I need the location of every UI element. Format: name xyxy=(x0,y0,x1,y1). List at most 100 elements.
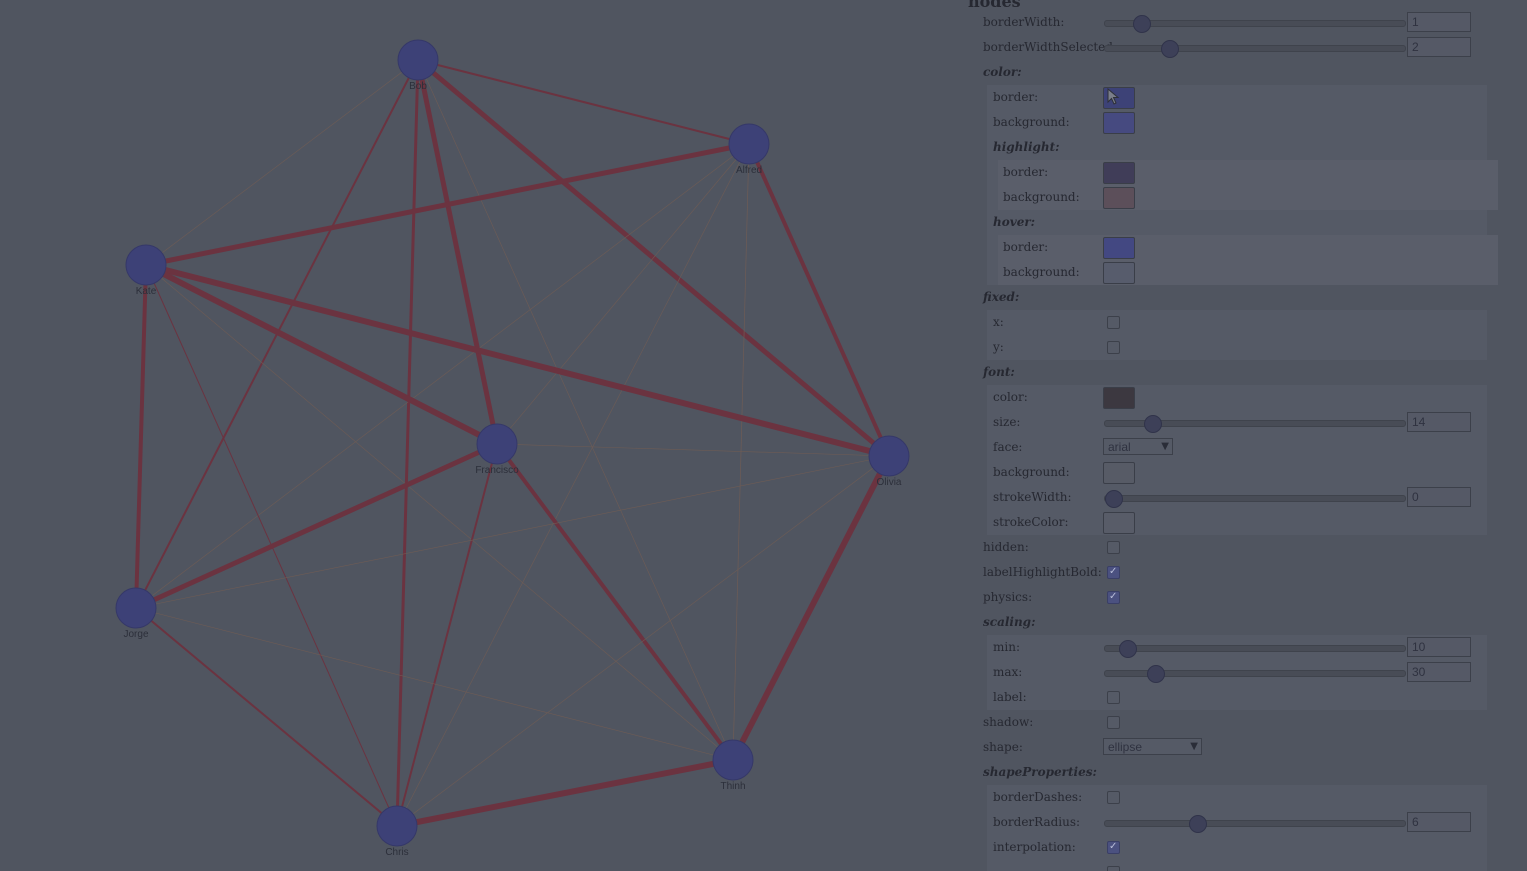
network-svg[interactable]: Bob Alfred Kate Francisco Olivia Jorge Thinh Ch… xyxy=(0,0,960,871)
network-canvas[interactable]: Bob Alfred Kate Francisco Olivia Jorge Thinh Ch… xyxy=(0,0,960,871)
edge-alfred-thinh[interactable] xyxy=(732,143,750,761)
edge-francisco-olivia[interactable] xyxy=(496,443,890,457)
edge-jorge-chris[interactable] xyxy=(135,607,398,827)
edge-thinh-chris[interactable] xyxy=(396,757,734,829)
next-option-checkbox[interactable] xyxy=(1107,866,1120,871)
highlight-background-swatch[interactable] xyxy=(1103,187,1135,209)
border-width-slider[interactable] xyxy=(1104,15,1406,33)
shadow-checkbox[interactable] xyxy=(1107,716,1120,729)
hidden-checkbox[interactable] xyxy=(1107,541,1120,554)
row-fixed-x: x: xyxy=(962,310,1527,335)
border-radius-slider-thumb[interactable] xyxy=(1189,815,1207,833)
font-face-label: face: xyxy=(993,440,1023,454)
node-kate[interactable] xyxy=(125,244,167,286)
highlight-border-swatch[interactable] xyxy=(1103,162,1135,184)
node-chris[interactable] xyxy=(376,805,418,847)
edge-alfred-chris[interactable] xyxy=(396,143,750,827)
edge-alfred-olivia[interactable] xyxy=(747,143,891,457)
border-width-input[interactable]: 1 xyxy=(1407,12,1471,32)
font-color-swatch[interactable] xyxy=(1103,387,1135,409)
font-stroke-color-swatch[interactable] xyxy=(1103,512,1135,534)
edge-bob-francisco[interactable] xyxy=(415,59,500,445)
color-border-label: border: xyxy=(993,90,1039,104)
scaling-min-slider-thumb[interactable] xyxy=(1119,640,1137,658)
scaling-min-input[interactable]: 10 xyxy=(1407,637,1471,657)
font-size-slider[interactable] xyxy=(1104,415,1406,433)
fixed-y-checkbox[interactable] xyxy=(1107,341,1120,354)
fixed-group-title: fixed: xyxy=(983,290,1020,304)
row-font-stroke-color: strokeColor: xyxy=(962,510,1527,535)
row-font-face: face: arial ▼ xyxy=(962,435,1527,460)
hover-border-swatch[interactable] xyxy=(1103,237,1135,259)
edge-bob-thinh[interactable] xyxy=(417,59,734,761)
fixed-group-bg xyxy=(987,310,1487,360)
edge-alfred-kate[interactable] xyxy=(145,141,750,268)
font-group-bg xyxy=(987,385,1487,535)
edge-alfred-francisco[interactable] xyxy=(496,143,750,445)
font-color-label: color: xyxy=(993,390,1028,404)
node-bob[interactable] xyxy=(397,39,439,81)
font-stroke-width-input[interactable]: 0 xyxy=(1407,487,1471,507)
edge-kate-francisco[interactable] xyxy=(144,262,499,447)
scaling-max-input[interactable]: 30 xyxy=(1407,662,1471,682)
interpolation-checkbox[interactable]: ✓ xyxy=(1107,841,1120,854)
shape-select[interactable]: ellipse ▼ xyxy=(1103,738,1202,755)
node-francisco[interactable] xyxy=(476,423,518,465)
edge-kate-thinh[interactable] xyxy=(145,264,734,761)
font-face-select-value: arial xyxy=(1108,440,1131,454)
font-stroke-color-label: strokeColor: xyxy=(993,515,1069,529)
row-next-cut-off xyxy=(962,860,1527,871)
scaling-max-slider-thumb[interactable] xyxy=(1147,665,1165,683)
hover-background-swatch[interactable] xyxy=(1103,262,1135,284)
node-alfred[interactable] xyxy=(728,123,770,165)
edge-jorge-thinh[interactable] xyxy=(135,607,734,761)
highlight-group-bg xyxy=(998,160,1498,210)
node-label-alfred: Alfred xyxy=(736,165,762,176)
font-size-input[interactable]: 14 xyxy=(1407,412,1471,432)
label-highlight-bold-label: labelHighlightBold: xyxy=(983,565,1102,579)
font-size-slider-thumb[interactable] xyxy=(1144,415,1162,433)
row-hover-background: background: xyxy=(962,260,1527,285)
node-thinh[interactable] xyxy=(712,739,754,781)
edge-bob-chris[interactable] xyxy=(395,59,420,827)
font-stroke-width-slider-thumb[interactable] xyxy=(1105,490,1123,508)
node-olivia[interactable] xyxy=(868,435,910,477)
node-jorge[interactable] xyxy=(115,587,157,629)
label-highlight-bold-checkbox[interactable]: ✓ xyxy=(1107,566,1120,579)
border-width-selected-slider[interactable] xyxy=(1104,40,1406,58)
font-stroke-width-slider[interactable] xyxy=(1104,490,1406,508)
mouse-cursor-icon xyxy=(1107,88,1120,105)
edge-olivia-thinh[interactable] xyxy=(730,454,892,762)
color-background-swatch[interactable] xyxy=(1103,112,1135,134)
border-width-selected-input[interactable]: 2 xyxy=(1407,37,1471,57)
fixed-y-label: y: xyxy=(993,340,1004,354)
row-border-dashes: borderDashes: xyxy=(962,785,1527,810)
edge-kate-olivia[interactable] xyxy=(145,262,890,459)
row-color-border: border: xyxy=(962,85,1527,110)
edge-bob-alfred[interactable] xyxy=(417,59,750,145)
scaling-label-checkbox[interactable] xyxy=(1107,691,1120,704)
fixed-x-checkbox[interactable] xyxy=(1107,316,1120,329)
edge-olivia-jorge[interactable] xyxy=(135,455,890,609)
row-fixed-y: y: xyxy=(962,335,1527,360)
border-dashes-checkbox[interactable] xyxy=(1107,791,1120,804)
font-face-select[interactable]: arial ▼ xyxy=(1103,438,1173,455)
physics-checkbox[interactable]: ✓ xyxy=(1107,591,1120,604)
border-radius-slider[interactable] xyxy=(1104,815,1406,833)
scaling-min-slider[interactable] xyxy=(1104,640,1406,658)
row-font-background: background: xyxy=(962,460,1527,485)
scaling-max-slider[interactable] xyxy=(1104,665,1406,683)
font-background-swatch[interactable] xyxy=(1103,462,1135,484)
border-radius-input[interactable]: 6 xyxy=(1407,812,1471,832)
border-width-selected-slider-thumb[interactable] xyxy=(1161,40,1179,58)
edge-francisco-chris[interactable] xyxy=(396,443,498,827)
edge-francisco-thinh[interactable] xyxy=(495,442,735,762)
edge-olivia-chris[interactable] xyxy=(396,455,890,827)
edge-kate-jorge[interactable] xyxy=(134,264,148,609)
edge-francisco-jorge[interactable] xyxy=(134,441,499,611)
border-width-slider-thumb[interactable] xyxy=(1133,15,1151,33)
edge-alfred-jorge[interactable] xyxy=(135,143,750,609)
row-scaling-label: label: xyxy=(962,685,1527,710)
node-label-bob: Bob xyxy=(409,81,427,92)
edge-bob-kate[interactable] xyxy=(145,59,419,266)
